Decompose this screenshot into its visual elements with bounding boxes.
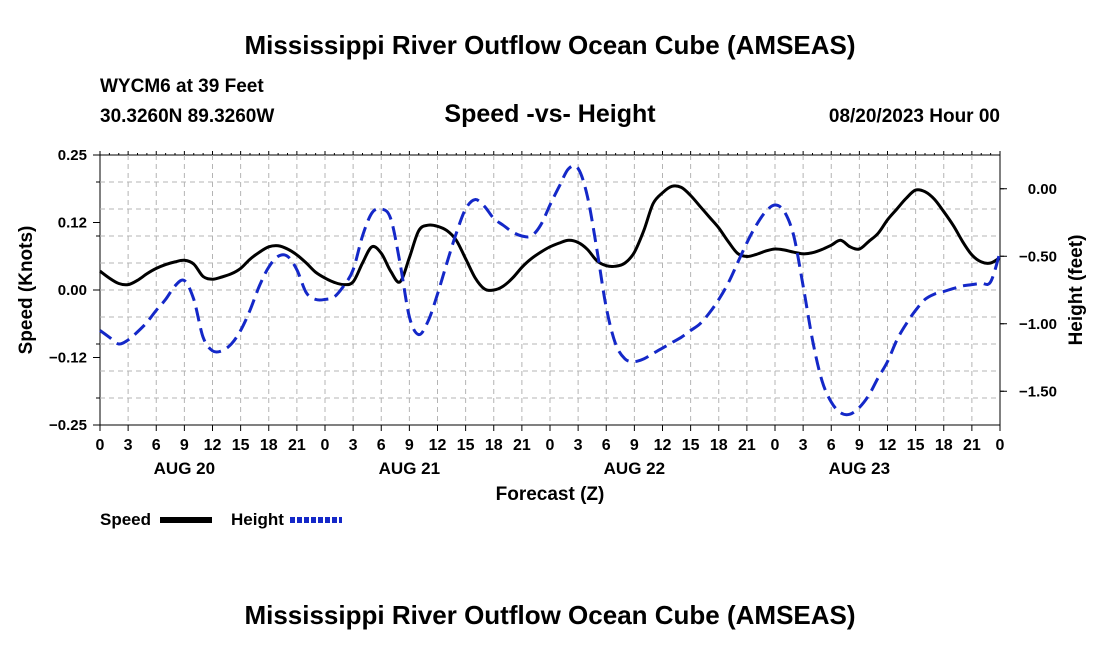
x-tick-label: 3 <box>574 437 583 454</box>
x-tick-label: 9 <box>405 437 414 454</box>
series-line-speed <box>99 184 1001 292</box>
x-tick-label: 18 <box>260 437 278 454</box>
legend-speed-label: Speed <box>100 510 152 529</box>
y-left-tick-label: −0.25 <box>49 417 87 434</box>
y-right-tick-label: −0.50 <box>1019 248 1057 265</box>
series-line-height <box>99 164 1002 417</box>
x-day-label: AUG 21 <box>379 459 440 478</box>
x-tick-label: 0 <box>546 437 555 454</box>
y-left-tick-label: −0.12 <box>49 350 87 367</box>
x-tick-label: 15 <box>232 437 250 454</box>
x-day-label: AUG 23 <box>829 459 890 478</box>
x-tick-label: 9 <box>630 437 639 454</box>
x-tick-label: 18 <box>485 437 503 454</box>
station-coordinates: 30.3260N 89.3260W <box>100 106 275 127</box>
chart-subtitle: Speed -vs- Height <box>444 100 656 128</box>
y-left-tick-label: 0.12 <box>58 215 87 232</box>
chart-title-top: Mississippi River Outflow Ocean Cube (AM… <box>244 30 856 60</box>
y-right-tick-label: 0.00 <box>1028 181 1057 198</box>
x-tick-label: 3 <box>349 437 358 454</box>
y-left-tick-label: 0.25 <box>58 147 87 164</box>
x-tick-label: 21 <box>288 437 306 454</box>
x-tick-label: 18 <box>710 437 728 454</box>
x-tick-label: 12 <box>204 437 222 454</box>
x-tick-label: 0 <box>996 437 1005 454</box>
x-tick-label: 15 <box>682 437 700 454</box>
x-tick-label: 21 <box>738 437 756 454</box>
x-tick-label: 15 <box>457 437 475 454</box>
x-tick-label: 0 <box>321 437 330 454</box>
station-name: WYCM6 at 39 Feet <box>100 76 264 97</box>
x-tick-label: 0 <box>771 437 780 454</box>
x-tick-label: 21 <box>963 437 981 454</box>
x-tick-label: 12 <box>879 437 897 454</box>
x-tick-label: 6 <box>152 437 161 454</box>
y-right-tick-label: −1.00 <box>1019 316 1057 333</box>
y-axis-left-label: Speed (Knots) <box>16 226 37 355</box>
x-tick-label: 9 <box>855 437 864 454</box>
x-tick-label: 0 <box>96 437 105 454</box>
legend-height-label: Height <box>231 510 284 529</box>
series-layer <box>99 164 1002 417</box>
axes: 0 3 6 9 12 15 18 21 0 3 6 9 12 15 18 21 0 3 6 9 12 15 18 21 0 3 6 9… <box>49 147 1057 478</box>
x-tick-label: 6 <box>377 437 386 454</box>
x-tick-label: 9 <box>180 437 189 454</box>
x-tick-label: 6 <box>827 437 836 454</box>
x-tick-label: 15 <box>907 437 925 454</box>
x-day-label: AUG 22 <box>604 459 665 478</box>
x-day-label: AUG 20 <box>154 459 215 478</box>
forecast-date: 08/20/2023 Hour 00 <box>828 106 1000 127</box>
x-tick-label: 18 <box>935 437 953 454</box>
x-tick-label: 21 <box>513 437 531 454</box>
x-tick-label: 3 <box>124 437 133 454</box>
y-right-tick-label: −1.50 <box>1019 383 1057 400</box>
y-left-tick-label: 0.00 <box>58 282 87 299</box>
x-axis-label: Forecast (Z) <box>496 484 605 505</box>
x-tick-label: 3 <box>799 437 808 454</box>
x-tick-label: 12 <box>429 437 447 454</box>
y-axis-right-label: Height (feet) <box>1066 235 1087 346</box>
x-tick-label: 6 <box>602 437 611 454</box>
x-tick-label: 12 <box>654 437 672 454</box>
chart-title-bottom: Mississippi River Outflow Ocean Cube (AM… <box>244 600 856 630</box>
